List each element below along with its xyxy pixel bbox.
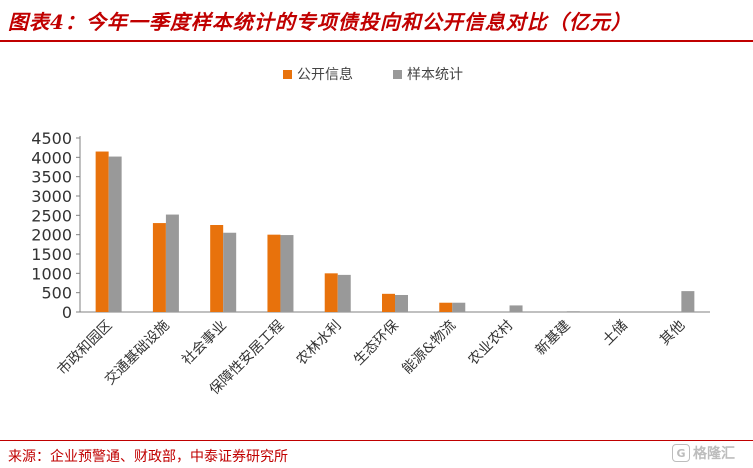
- x-category-label: 农业农村: [465, 318, 516, 369]
- legend: 公开信息 样本统计: [283, 66, 463, 83]
- legend-swatch-1: [393, 70, 402, 79]
- y-tick-label: 4000: [31, 148, 72, 167]
- bar-public-0: [95, 151, 109, 312]
- bar-public-5: [382, 293, 395, 312]
- category-labels: 市政和园区交通基础设施 社会事业保障性安居工程 农林水利 生态环保能源&物流 农业农村新…: [54, 317, 688, 398]
- legend-label-0: 公开信息: [297, 66, 353, 83]
- source-note: 来源：企业预警通、财政部，中泰证券研究所: [8, 449, 288, 465]
- bar-sample-1: [165, 214, 179, 312]
- watermark-logo-icon: G: [672, 444, 690, 462]
- title-bar: 图表4：今年一季度样本统计的专项债投向和公开信息对比（亿元）: [0, 0, 753, 40]
- bar-public-1: [152, 223, 166, 312]
- y-tick-label: 0: [62, 303, 72, 322]
- x-category-label: 其他: [657, 318, 688, 349]
- bar-sample-0: [108, 156, 122, 312]
- source-divider: [0, 440, 753, 441]
- watermark: G 格隆汇: [672, 440, 750, 466]
- bar-public-2: [210, 225, 224, 312]
- bars: [95, 151, 695, 312]
- y-tick-label: 2500: [31, 206, 72, 225]
- bar-chart: 公开信息 样本统计 0500100015002000250030003500400…: [31, 66, 710, 398]
- bar-sample-7: [509, 305, 523, 312]
- legend-swatch-0: [283, 70, 292, 79]
- y-tick-label: 3500: [31, 168, 72, 187]
- y-tick-label: 1500: [31, 245, 72, 264]
- bar-sample-2: [223, 232, 237, 312]
- y-tick-label: 2000: [31, 226, 72, 245]
- bar-sample-8: [566, 311, 580, 312]
- page-title: 图表4：今年一季度样本统计的专项债投向和公开信息对比（亿元）: [8, 10, 632, 34]
- bar-sample-5: [395, 294, 408, 312]
- watermark-text: 格隆汇: [693, 446, 735, 462]
- x-category-label: 市政和园区: [54, 317, 116, 379]
- x-category-label: 社会事业: [179, 318, 230, 369]
- x-category-label: 农林水利: [294, 318, 345, 369]
- x-category-label: 生态环保: [351, 318, 402, 369]
- x-category-label: 能源&物流: [399, 318, 459, 378]
- title-divider: [0, 40, 753, 42]
- bar-sample-10: [681, 291, 695, 312]
- x-category-label: 新基建: [532, 317, 574, 359]
- x-category-label: 土储: [600, 318, 631, 349]
- y-tick-label: 3000: [31, 187, 72, 206]
- bar-public-4: [324, 273, 338, 312]
- bar-sample-3: [280, 235, 294, 312]
- bar-public-3: [267, 234, 281, 312]
- bar-public-6: [439, 302, 453, 312]
- bar-sample-4: [337, 274, 351, 312]
- y-tick-label: 500: [41, 284, 72, 303]
- bar-sample-6: [452, 302, 466, 312]
- y-tick-label: 1000: [31, 264, 72, 283]
- y-tick-label: 4500: [31, 129, 72, 148]
- legend-label-1: 样本统计: [407, 67, 463, 83]
